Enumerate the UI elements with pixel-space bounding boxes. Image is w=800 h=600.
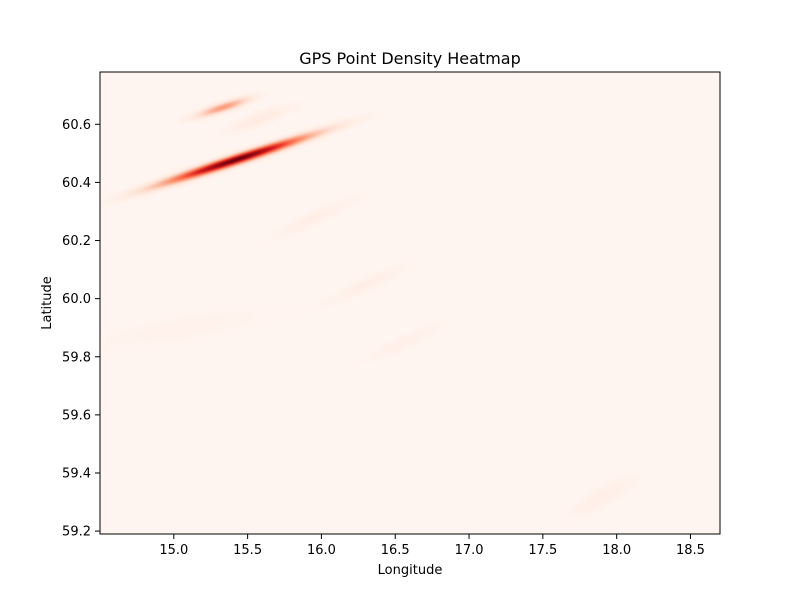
x-tick-label: 18.0 <box>602 543 631 558</box>
y-tick-label: 60.4 <box>62 176 91 191</box>
y-tick-label: 60.0 <box>62 292 91 307</box>
y-tick-label: 59.8 <box>62 350 91 365</box>
y-axis-label: Latitude <box>40 276 55 330</box>
x-tick-label: 18.5 <box>676 543 705 558</box>
y-tick-label: 59.6 <box>62 408 91 423</box>
x-tick-label: 16.5 <box>381 543 410 558</box>
x-axis: 15.0 15.5 16.0 16.5 17.0 17.5 18.0 18.5 <box>159 534 705 558</box>
x-tick-label: 16.0 <box>307 543 336 558</box>
x-tick-label: 17.5 <box>528 543 557 558</box>
plot-frame <box>99 71 721 535</box>
x-tick-label: 17.0 <box>455 543 484 558</box>
x-tick-label: 15.5 <box>233 543 262 558</box>
x-axis-label: Longitude <box>378 563 443 578</box>
y-tick-label: 59.2 <box>62 525 91 540</box>
density-layer <box>100 72 720 534</box>
x-tick-label: 15.0 <box>159 543 188 558</box>
y-tick-label: 60.2 <box>62 234 91 249</box>
y-tick-label: 60.6 <box>62 118 91 133</box>
y-axis: 59.2 59.4 59.6 59.8 60.0 60.2 60.4 60.6 <box>62 118 100 540</box>
y-tick-label: 59.4 <box>62 466 91 481</box>
density-canvas <box>100 72 720 534</box>
plot-area <box>99 71 721 535</box>
chart-title: GPS Point Density Heatmap <box>299 49 521 68</box>
